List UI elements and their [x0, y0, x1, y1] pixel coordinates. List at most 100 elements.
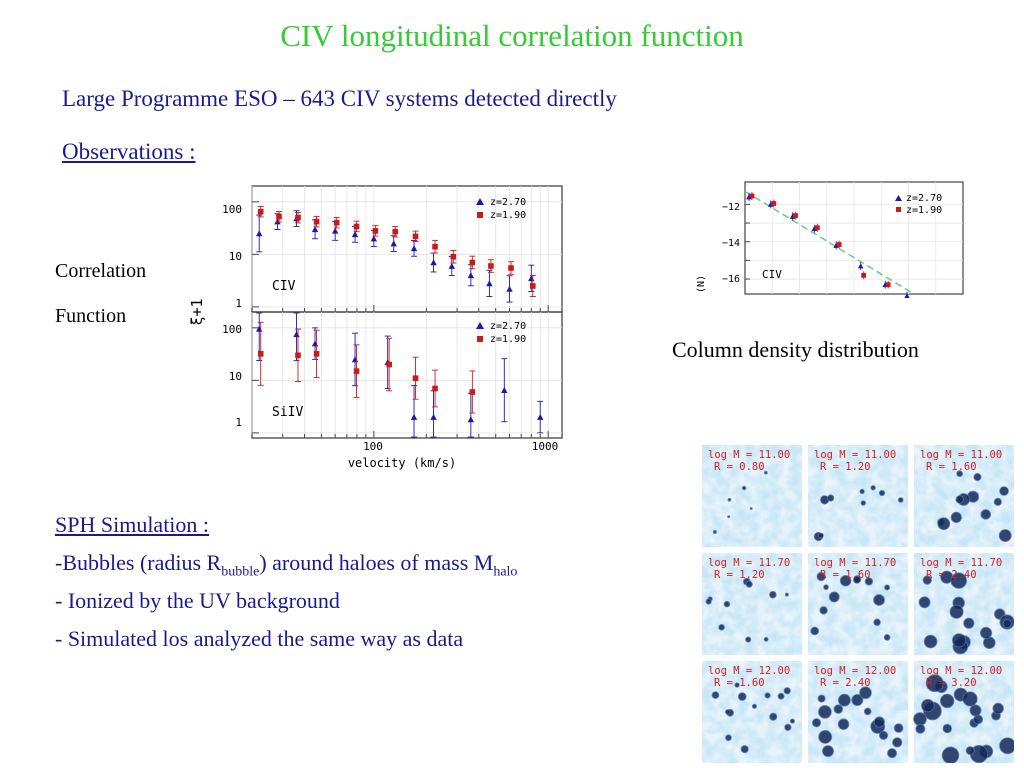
civ-point-z190 — [450, 253, 457, 260]
simulation-snapshot: log M = 11.00R = 1.60 — [914, 445, 1014, 547]
y-axis-label: ξ+1 — [188, 298, 206, 325]
civ-point-z270 — [274, 218, 281, 225]
snapshot-filaments — [702, 553, 802, 655]
legend-entry-z190: z=1.90 — [490, 210, 526, 221]
slide-title: CIV longitudinal correlation function — [280, 18, 744, 53]
ionized-bubble — [915, 723, 926, 734]
snapshot-mass-label: log M = 11.00 — [920, 449, 1002, 461]
ionized-bubble — [1002, 619, 1012, 629]
civ-point-z190 — [412, 233, 419, 240]
snapshot-mass-label: log M = 12.00 — [920, 665, 1002, 677]
simulation-snapshot: log M = 11.00R = 1.20 — [808, 445, 908, 547]
civ-point-z270 — [351, 231, 359, 238]
civ-point-z270 — [256, 230, 263, 237]
sph-simulation-text: SPH Simulation : -Bubbles (radius Rbubbl… — [55, 506, 517, 658]
civ-data-points — [256, 205, 536, 303]
civ-point-z270 — [331, 227, 339, 234]
ionized-bubble — [723, 600, 731, 608]
ionized-bubble — [769, 590, 777, 599]
snapshot-radius-label: R = 3.20 — [926, 677, 977, 689]
ionized-bubble — [969, 704, 982, 717]
simulation-snapshot: log M = 12.00R = 1.60 — [702, 661, 802, 763]
cd-point-z270 — [904, 293, 910, 298]
column-density-points — [746, 192, 910, 298]
siiv-legend: z=2.70 z=1.90 — [476, 321, 526, 345]
snapshot-radius-label: R = 2.40 — [820, 677, 871, 689]
civ-ytick-label: 10 — [229, 250, 242, 263]
civ-point-z270 — [390, 240, 397, 247]
simulation-snapshot: log M = 11.70R = 2.40 — [914, 553, 1014, 655]
ionized-bubble — [950, 511, 962, 524]
ionized-bubble — [839, 574, 852, 587]
legend-entry-z270: z=2.70 — [490, 197, 526, 208]
ionized-bubble — [892, 737, 903, 748]
cd-point-z190 — [814, 225, 820, 231]
siiv-point-z270 — [410, 413, 418, 420]
halo-subscript: halo — [493, 564, 518, 580]
ionized-bubble — [734, 682, 740, 688]
snapshot-mass-label: log M = 11.00 — [708, 449, 790, 461]
sph-bullet-bubbles: -Bubbles (radius Rbubble) around haloes … — [55, 544, 517, 582]
ionized-bubble — [740, 745, 749, 754]
civ-point-z190 — [392, 228, 399, 235]
civ-point-z190 — [257, 208, 264, 215]
cd-panel-label: CIV — [762, 268, 782, 281]
sph-bullet-ionized: - Ionized by the UV background — [55, 588, 340, 613]
civ-point-z270 — [448, 262, 456, 269]
ionized-bubble — [725, 709, 731, 715]
siiv-point-z190 — [386, 361, 392, 368]
civ-legend: z=2.70 z=1.90 — [476, 197, 526, 221]
legend-entry-z190: z=1.90 — [490, 334, 526, 345]
siiv-point-z190 — [353, 368, 360, 374]
snapshot-radius-label: R = 1.20 — [714, 569, 765, 581]
column-density-chart: −12 −14 −16 (N) CIV z=2.70 z=1.90 — [696, 181, 964, 298]
siiv-ytick-label: 10 — [229, 370, 242, 383]
simulation-snapshot: log M = 12.00R = 2.40 — [808, 661, 908, 763]
siiv-point-z270 — [256, 325, 263, 332]
ionized-bubble — [949, 604, 964, 619]
civ-point-z270 — [528, 275, 535, 282]
ionized-bubble — [993, 497, 1002, 506]
snapshot-mass-label: log M = 12.00 — [708, 665, 790, 677]
civ-panel-label: CIV — [272, 279, 296, 294]
ionized-bubble — [828, 591, 840, 603]
correlation-grid — [251, 186, 562, 438]
ionized-bubble — [764, 692, 771, 699]
siiv-point-z190 — [412, 375, 419, 381]
correlation-label-line2: Function — [55, 305, 127, 327]
ionized-bubble — [918, 596, 931, 609]
bubbles-text-1: -Bubbles (radius R — [55, 550, 222, 575]
civ-ytick-label: 100 — [222, 203, 242, 216]
snapshot-radius-label: R = 2.40 — [926, 569, 977, 581]
ionized-bubble — [852, 575, 861, 584]
civ-point-z190 — [353, 223, 360, 230]
snapshot-radius-label: R = 1.60 — [714, 677, 765, 689]
ionized-bubble — [837, 693, 851, 707]
slide-subtitle: Large Programme ESO – 643 CIV systems de… — [62, 86, 617, 111]
ionized-bubble — [941, 746, 960, 763]
column-density-grid — [745, 182, 963, 294]
snapshot-filaments — [702, 445, 802, 547]
siiv-point-z270 — [537, 413, 544, 420]
civ-point-z190 — [313, 218, 320, 225]
ionized-bubble — [727, 515, 731, 519]
ionized-bubble — [749, 507, 753, 510]
legend-entry-z190: z=1.90 — [906, 205, 942, 216]
ionized-bubble — [777, 692, 785, 700]
ionized-bubble — [789, 718, 796, 724]
ionized-bubble — [897, 497, 904, 503]
ionized-bubble — [763, 636, 769, 642]
legend-triangle-marker — [895, 195, 902, 201]
ionized-bubble — [973, 473, 982, 482]
snapshot-mass-label: log M = 11.00 — [814, 449, 896, 461]
snapshot-radius-label: R = 1.20 — [820, 461, 871, 473]
siiv-point-z270 — [501, 386, 508, 393]
ionized-bubble — [873, 594, 885, 606]
ionized-bubble — [745, 580, 753, 588]
civ-ytick-label: 1 — [235, 297, 242, 310]
cd-point-z190 — [861, 272, 867, 278]
ionized-bubble — [859, 488, 865, 495]
ionized-bubble — [745, 636, 752, 643]
ionized-bubble — [937, 517, 951, 531]
ionized-bubble — [998, 529, 1012, 543]
